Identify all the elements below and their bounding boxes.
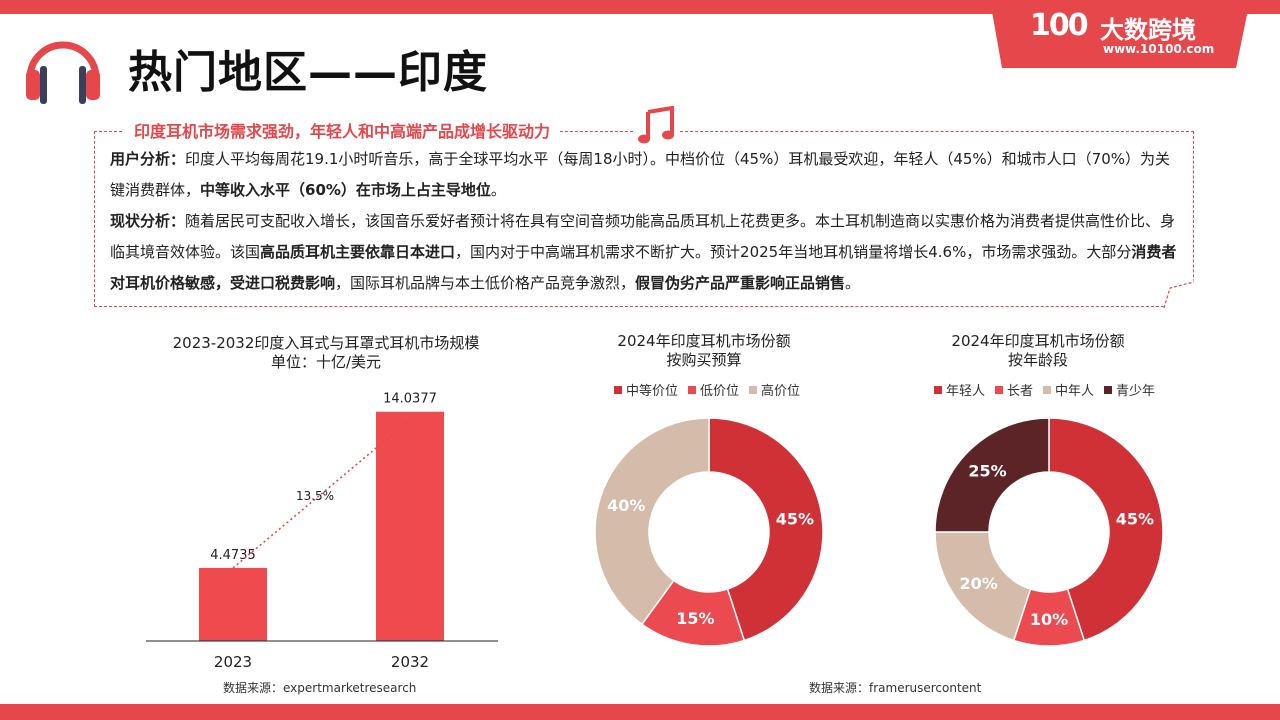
growth-trend-line <box>232 419 411 569</box>
page-title: 热门地区——印度 <box>128 47 488 98</box>
budget-chart-title: 2024年印度耳机市场份额 <box>617 332 791 350</box>
legend-label: 年轻人 <box>946 384 986 399</box>
age-donut-chart: 45% 10% 20% 25% <box>934 417 1164 647</box>
legend-label: 长者 <box>1007 384 1034 399</box>
legend-item-中年人: 中年人 <box>1043 380 1094 399</box>
donut-slice-label-低价位: 15% <box>676 609 714 628</box>
legend-swatch <box>688 385 697 394</box>
music-note-icon <box>634 105 678 146</box>
source-left: 数据来源：expertmarketresearch <box>223 681 417 695</box>
bar-chart-subtitle: 单位：十亿/美元 <box>270 353 382 371</box>
growth-rate-annotation: 13.5% <box>296 489 334 503</box>
status-analysis-text-2: ，国内对于中高端耳机需求不断扩大。预计2025年当地耳机销量将增长4.6%，市场… <box>455 243 1132 261</box>
x-tick-label-2032: 2032 <box>391 653 429 670</box>
donut-slice-label-年轻人: 45% <box>1116 509 1154 528</box>
page-fold-corner <box>1162 280 1195 309</box>
legend-label: 中年人 <box>1055 384 1095 399</box>
donut-slice-中等价位 <box>708 417 824 642</box>
age-chart-legend: 年轻人 长者 中年人 青少年 <box>934 380 1165 399</box>
budget-chart-title-block: 2024年印度耳机市场份额 按购买预算 <box>574 332 834 370</box>
bottom-accent-bar <box>0 704 1280 720</box>
legend-label: 低价位 <box>700 384 740 399</box>
brand-logo-tab <box>990 0 1250 68</box>
legend-label: 青少年 <box>1116 384 1156 399</box>
legend-swatch <box>1104 385 1113 394</box>
bar-chart-title: 2023-2032印度入耳式与耳罩式耳机市场规模 <box>172 334 480 352</box>
brand-url: www.10100.com <box>1103 42 1215 56</box>
donut-slice-label-中等价位: 45% <box>776 509 814 528</box>
user-analysis-text-end: 。 <box>490 181 506 199</box>
legend-swatch <box>749 385 758 394</box>
brand-logo-mark: 100 <box>1030 8 1089 43</box>
x-tick-label-2023: 2023 <box>214 653 252 670</box>
bar-2032 <box>376 411 444 641</box>
legend-item-中等价位: 中等价位 <box>614 380 678 399</box>
status-analysis-highlight-3: 假冒伪劣产品严重影响正品销售 <box>635 274 846 292</box>
donut-slice-label-高价位: 40% <box>607 496 645 515</box>
status-analysis-highlight-2: 消费者对耳机价格敏感，受进口税费影响 <box>110 243 1177 292</box>
legend-swatch <box>614 385 622 394</box>
donut-slice-label-中年人: 20% <box>959 574 997 593</box>
legend-item-长者: 长者 <box>995 380 1033 399</box>
budget-chart-subtitle: 按购买预算 <box>666 351 742 369</box>
bar-2023 <box>199 567 267 641</box>
age-chart-subtitle: 按年龄段 <box>1007 351 1068 369</box>
bar-value-label-2023: 4.4735 <box>210 548 256 563</box>
donut-slice-label-青少年: 25% <box>968 461 1006 480</box>
brand-name: 大数跨境 <box>1100 16 1196 44</box>
legend-item-青少年: 青少年 <box>1104 380 1155 399</box>
user-analysis-label: 用户分析： <box>110 150 186 168</box>
bar-chart-title-block: 2023-2032印度入耳式与耳罩式耳机市场规模 单位：十亿/美元 <box>146 334 506 372</box>
legend-item-低价位: 低价位 <box>688 380 739 399</box>
legend-swatch <box>934 385 942 394</box>
legend-swatch <box>1043 385 1052 394</box>
legend-item-高价位: 高价位 <box>749 380 800 399</box>
legend-label: 高价位 <box>761 384 801 399</box>
summary-heading: 印度耳机市场需求强劲，年轻人和中高端产品成增长驱动力 <box>124 118 561 142</box>
legend-swatch <box>995 385 1004 394</box>
budget-chart-legend: 中等价位 低价位 高价位 <box>614 380 810 399</box>
bar-value-label-2032: 14.0377 <box>383 392 437 407</box>
user-analysis-paragraph: 用户分析：印度人平均每周花19.1小时听音乐，高于全球平均水平（每周18小时）。… <box>110 144 1180 206</box>
headphone-icon <box>22 28 104 106</box>
status-analysis-paragraph: 现状分析：随着居民可支配收入增长，该国音乐爱好者预计将在具有空间音频功能高品质耳… <box>110 206 1180 299</box>
status-analysis-label: 现状分析： <box>110 212 186 230</box>
legend-label: 中等价位 <box>626 384 679 399</box>
bar-chart: 4.4735 2023 14.0377 2032 13.5% <box>146 392 498 670</box>
donut-slice-高价位 <box>594 417 710 626</box>
user-analysis-highlight: 中等收入水平（60%）在市场上占主导地位 <box>200 181 491 199</box>
donut-slice-label-长者: 10% <box>1030 610 1068 629</box>
status-analysis-text-3: ，国际耳机品牌与本土低价格产品竞争激烈， <box>335 274 636 292</box>
age-chart-title-block: 2024年印度耳机市场份额 按年龄段 <box>908 332 1168 370</box>
donut-slice-年轻人 <box>1048 417 1164 642</box>
legend-item-年轻人: 年轻人 <box>934 380 985 399</box>
source-right: 数据来源：framerusercontent <box>809 681 982 695</box>
user-analysis-text: 印度人平均每周花19.1小时听音乐，高于全球平均水平（每周18小时）。中档价位（… <box>110 150 1171 199</box>
age-chart-title: 2024年印度耳机市场份额 <box>951 332 1125 350</box>
top-accent-bar <box>0 0 1280 14</box>
status-analysis-text: 随着居民可支配收入增长，该国音乐爱好者预计将在具有空间音频功能高品质耳机上花费更… <box>110 212 1176 261</box>
status-analysis-highlight: 高品质耳机主要依靠日本进口 <box>260 243 456 261</box>
donut-slice-中年人 <box>934 531 1032 642</box>
status-analysis-text-4: 。 <box>845 274 861 292</box>
budget-donut-chart: 45% 15% 40% <box>594 417 824 647</box>
donut-slice-青少年 <box>934 417 1050 533</box>
